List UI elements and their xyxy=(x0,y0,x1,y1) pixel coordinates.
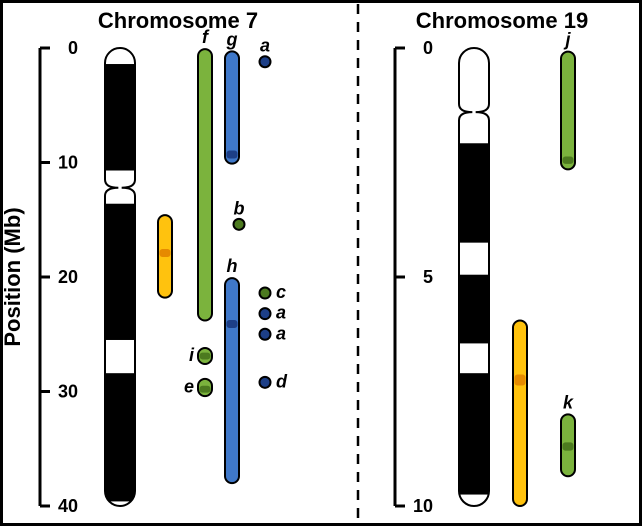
bar-label-chr7-e: e xyxy=(184,376,194,396)
dot-label-a2: a xyxy=(276,303,286,323)
title-chr19: Chromosome 19 xyxy=(416,8,588,33)
bar-marker-chr7-h xyxy=(227,320,238,328)
bar-label-chr19-k: k xyxy=(563,392,574,412)
y-axis-label: Position (Mb) xyxy=(0,207,25,346)
bar-marker-chr19-yellow xyxy=(515,375,526,386)
bar-label-chr7-g: g xyxy=(226,29,238,49)
tick-label-left-10: 10 xyxy=(58,153,78,173)
tick-label-left-40: 40 xyxy=(58,496,78,516)
bar-marker-chr7-i xyxy=(200,353,211,360)
dot-label-a1: a xyxy=(260,36,270,56)
figure-root: Chromosome 7Chromosome 19Position (Mb)01… xyxy=(0,0,642,526)
bar-chr19-yellow xyxy=(513,321,527,506)
tick-label-right-5: 5 xyxy=(423,267,433,287)
tick-label-left-20: 20 xyxy=(58,267,78,287)
dot-b xyxy=(234,219,245,230)
bar-marker-chr19-j xyxy=(563,157,574,164)
dot-c xyxy=(260,288,271,299)
band-chr19-2 xyxy=(459,373,489,494)
band-chr7-0 xyxy=(105,64,135,170)
tick-label-left-30: 30 xyxy=(58,382,78,402)
bar-chr7-h xyxy=(225,278,239,483)
outer-border xyxy=(2,2,641,525)
bar-label-chr7-h: h xyxy=(227,256,238,276)
ideogram-chr19 xyxy=(459,48,489,506)
dot-a2 xyxy=(260,308,271,319)
bar-marker-chr19-k xyxy=(563,442,574,450)
bar-marker-chr7-yellow xyxy=(160,249,171,257)
dot-a1 xyxy=(260,56,271,67)
bar-chr7-g xyxy=(225,51,239,163)
band-chr19-0 xyxy=(459,143,489,242)
bar-marker-chr7-e xyxy=(200,386,211,393)
tick-label-right-10: 10 xyxy=(413,496,433,516)
dot-a3 xyxy=(260,329,271,340)
dot-label-d: d xyxy=(276,371,288,391)
dot-label-b: b xyxy=(234,198,245,218)
band-chr7-2 xyxy=(105,373,135,501)
chromosome-diagram: Chromosome 7Chromosome 19Position (Mb)01… xyxy=(0,0,642,526)
dot-d xyxy=(260,377,271,388)
band-chr19-1 xyxy=(459,275,489,344)
bar-chr19-j xyxy=(561,52,575,170)
tick-label-left-0: 0 xyxy=(68,38,78,58)
bar-label-chr19-j: j xyxy=(563,30,571,50)
ideogram-chr7 xyxy=(105,48,135,506)
bar-label-chr7-i: i xyxy=(189,345,195,365)
bar-marker-chr7-g xyxy=(227,150,238,158)
dot-label-a3: a xyxy=(276,323,286,343)
dot-label-c: c xyxy=(276,282,286,302)
tick-label-right-0: 0 xyxy=(423,38,433,58)
band-chr7-1 xyxy=(105,204,135,340)
bar-chr7-f xyxy=(198,49,212,320)
